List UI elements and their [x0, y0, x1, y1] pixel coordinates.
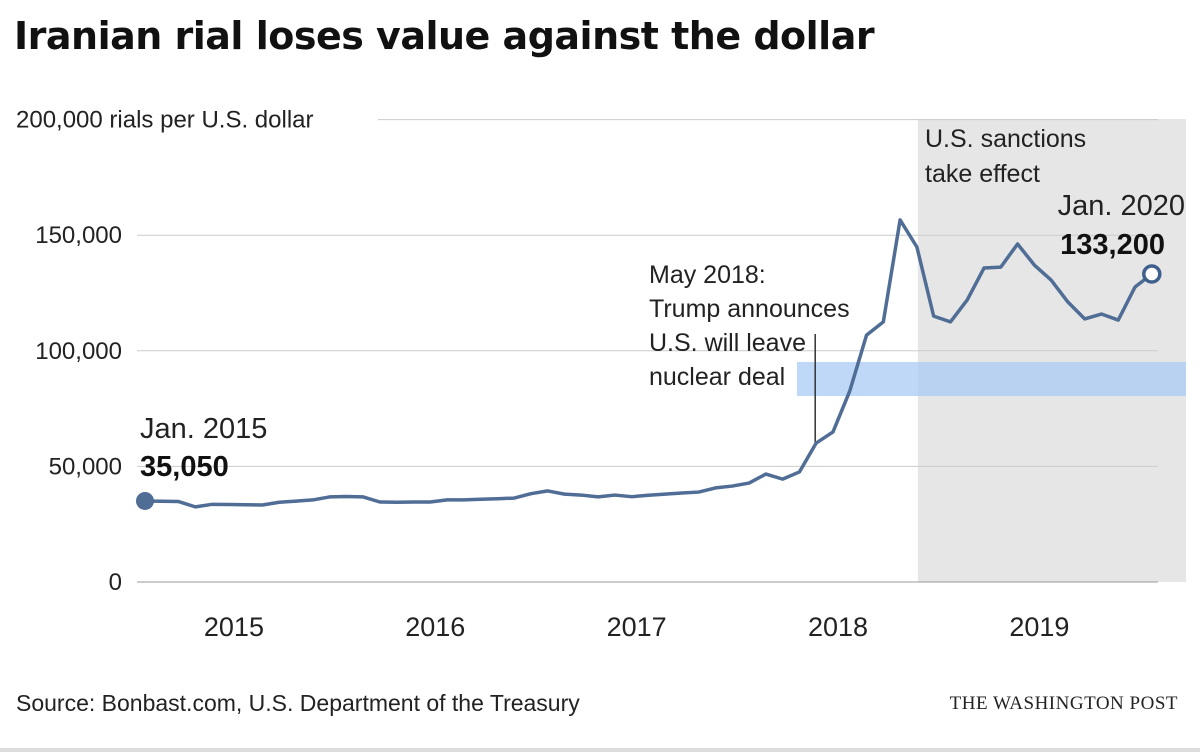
end-value-label: 133,200: [1060, 229, 1165, 261]
highlight-band: [797, 362, 1186, 396]
y-axis-label: 200,000 rials per U.S. dollar: [16, 107, 314, 134]
shaded-region-label: U.S. sanctions: [925, 125, 1086, 153]
x-tick-label: 2017: [607, 612, 667, 642]
bottom-rule: [0, 748, 1200, 752]
y-tick-label: 0: [109, 569, 122, 596]
annotation-text: Trump announces: [649, 295, 850, 323]
start-date-label: Jan. 2015: [140, 413, 267, 445]
publisher-credit: THE WASHINGTON POST: [949, 693, 1178, 714]
start-value-label: 35,050: [140, 451, 229, 483]
y-tick-label: 50,000: [49, 453, 122, 480]
annotation-text: nuclear deal: [649, 363, 785, 391]
shaded-region-label: take effect: [925, 160, 1040, 188]
annotation-text: U.S. will leave: [649, 329, 806, 357]
x-tick-label: 2019: [1009, 612, 1069, 642]
y-tick-label: 100,000: [35, 338, 122, 365]
x-tick-label: 2015: [204, 612, 264, 642]
y-tick-label: 150,000: [35, 222, 122, 249]
end-date-label: Jan. 2020: [1058, 190, 1185, 222]
x-tick-label: 2018: [808, 612, 868, 642]
source-note: Source: Bonbast.com, U.S. Department of …: [16, 690, 580, 716]
start-point-marker: [136, 491, 154, 510]
chart-title: Iranian rial loses value against the dol…: [14, 14, 875, 58]
end-point-marker: [1142, 264, 1162, 284]
x-tick-label: 2016: [405, 612, 465, 642]
annotation-text: May 2018:: [649, 261, 766, 289]
